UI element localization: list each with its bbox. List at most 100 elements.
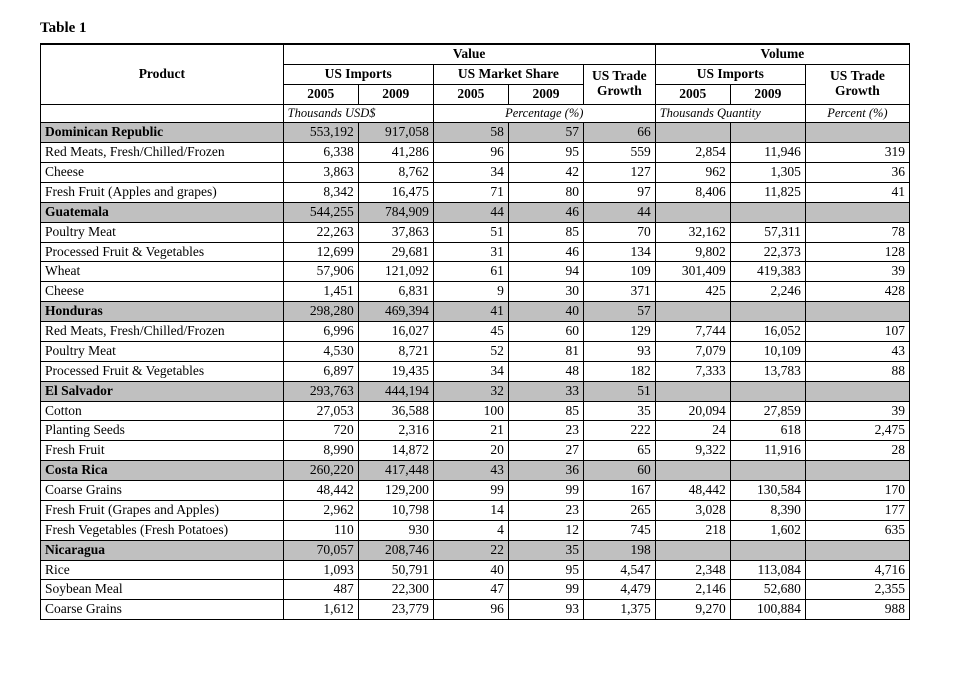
country-total-cell: 57 [584,302,656,322]
data-cell: 14,872 [358,441,433,461]
data-cell: 50,791 [358,560,433,580]
country-total-cell [655,202,730,222]
table-row: Processed Fruit & Vegetables6,89719,4353… [41,361,910,381]
data-cell: 487 [283,580,358,600]
data-cell: 28 [805,441,909,461]
product-label: Fresh Fruit (Apples and grapes) [41,182,284,202]
country-total-cell: 293,763 [283,381,358,401]
data-cell: 1,602 [730,520,805,540]
unit-usd: Thousands USD$ [283,104,433,123]
data-cell: 46 [508,242,583,262]
table-row: Soybean Meal48722,30047994,4792,14652,68… [41,580,910,600]
data-cell: 60 [508,322,583,342]
data-cell: 11,916 [730,441,805,461]
data-cell: 930 [358,520,433,540]
product-label: Cotton [41,401,284,421]
data-cell: 97 [584,182,656,202]
table-row: Rice1,09350,79140954,5472,348113,0844,71… [41,560,910,580]
data-cell: 9 [433,282,508,302]
country-name: Dominican Republic [41,123,284,143]
product-label: Cheese [41,163,284,183]
data-cell: 80 [508,182,583,202]
data-cell: 110 [283,520,358,540]
data-cell: 4,479 [584,580,656,600]
data-cell: 29,681 [358,242,433,262]
data-cell: 222 [584,421,656,441]
data-cell: 22,373 [730,242,805,262]
data-cell: 265 [584,500,656,520]
unit-qty: Thousands Quantity [655,104,805,123]
data-cell: 130,584 [730,481,805,501]
data-cell: 2,854 [655,143,730,163]
data-cell: 134 [584,242,656,262]
data-cell: 100,884 [730,600,805,620]
data-cell: 27 [508,441,583,461]
data-cell: 559 [584,143,656,163]
data-cell: 1,375 [584,600,656,620]
country-total-cell: 44 [433,202,508,222]
product-label: Fresh Fruit (Grapes and Apples) [41,500,284,520]
data-cell: 371 [584,282,656,302]
data-cell: 13,783 [730,361,805,381]
table-row: Poultry Meat4,5308,7215281937,07910,1094… [41,341,910,361]
data-cell: 45 [433,322,508,342]
data-cell: 39 [805,262,909,282]
product-label: Poultry Meat [41,341,284,361]
country-total-cell: 58 [433,123,508,143]
country-total-cell: 35 [508,540,583,560]
data-cell: 65 [584,441,656,461]
data-cell: 61 [433,262,508,282]
country-total-cell: 41 [433,302,508,322]
unit-pct2: Percent (%) [805,104,909,123]
data-cell: 81 [508,341,583,361]
data-cell: 1,451 [283,282,358,302]
data-cell: 85 [508,401,583,421]
country-total-cell: 553,192 [283,123,358,143]
country-row: Honduras298,280469,394414057 [41,302,910,322]
table-row: Cotton27,05336,588100853520,09427,85939 [41,401,910,421]
data-cell: 170 [805,481,909,501]
hdr-us-trade-growth-value: US Trade Growth [584,64,656,104]
country-row: Nicaragua70,057208,7462235198 [41,540,910,560]
data-cell: 99 [508,481,583,501]
data-cell: 9,270 [655,600,730,620]
data-cell: 12 [508,520,583,540]
hdr-us-market-share: US Market Share [433,64,583,84]
data-cell: 93 [584,341,656,361]
data-cell: 1,093 [283,560,358,580]
hdr-us-imports-volume: US Imports [655,64,805,84]
data-cell: 4,530 [283,341,358,361]
hdr-product: Product [41,44,284,104]
table-row: Coarse Grains1,61223,77996931,3759,27010… [41,600,910,620]
data-cell: 6,831 [358,282,433,302]
data-cell: 52 [433,341,508,361]
country-total-cell: 917,058 [358,123,433,143]
data-cell: 23 [508,500,583,520]
country-total-cell: 33 [508,381,583,401]
country-total-cell [730,302,805,322]
country-total-cell [655,381,730,401]
country-row: El Salvador293,763444,194323351 [41,381,910,401]
data-cell: 8,762 [358,163,433,183]
country-total-cell [805,202,909,222]
data-cell: 99 [433,481,508,501]
data-cell: 2,246 [730,282,805,302]
country-total-cell: 36 [508,461,583,481]
data-cell: 94 [508,262,583,282]
table-row: Coarse Grains48,442129,200999916748,4421… [41,481,910,501]
country-total-cell: 44 [584,202,656,222]
hdr-us-imports-value: US Imports [283,64,433,84]
unit-blank [41,104,284,123]
table-title: Table 1 [40,20,913,37]
data-cell: 70 [584,222,656,242]
data-cell: 22,300 [358,580,433,600]
data-cell: 100 [433,401,508,421]
data-cell: 95 [508,560,583,580]
country-total-cell [730,381,805,401]
data-cell: 57,906 [283,262,358,282]
country-total-cell [805,302,909,322]
data-cell: 10,109 [730,341,805,361]
data-cell: 16,027 [358,322,433,342]
table-row: Planting Seeds7202,3162123222246182,475 [41,421,910,441]
country-total-cell: 469,394 [358,302,433,322]
